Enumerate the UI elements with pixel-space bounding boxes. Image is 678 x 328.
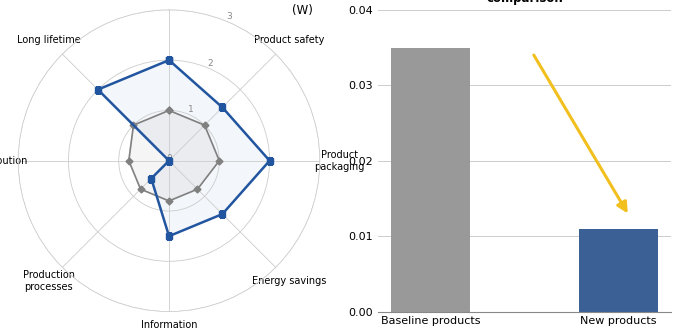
Text: 0: 0 [166,154,172,163]
Polygon shape [129,111,219,201]
Title: Example of energy consumption
comparison: Example of energy consumption comparison [418,0,631,5]
Polygon shape [98,60,270,236]
Bar [391,48,470,312]
Bar [579,229,658,312]
Y-axis label: (W): (W) [292,4,313,17]
